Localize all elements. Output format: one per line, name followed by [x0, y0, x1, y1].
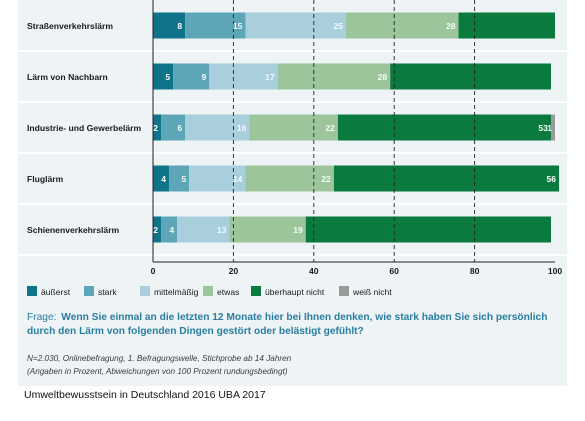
- source-caption: Umweltbewusstsein in Deutschland 2016 UB…: [24, 389, 266, 401]
- data-label: 19: [293, 225, 303, 235]
- x-axis: 0 20 40 60 80 100: [151, 0, 563, 276]
- legend-label: weiß nicht: [352, 287, 392, 297]
- category-label: Industrie- und Gewerbelärm: [27, 123, 141, 133]
- data-label: 2: [153, 123, 158, 133]
- legend-swatch: [251, 286, 261, 296]
- x-tick-label: 20: [229, 266, 239, 276]
- legend-swatch: [203, 286, 213, 296]
- bar-segment: [333, 165, 560, 192]
- bar-segment: [153, 63, 174, 90]
- data-label: 53: [538, 123, 548, 133]
- x-tick-label: 40: [309, 266, 319, 276]
- data-label: 22: [325, 123, 335, 133]
- x-tick-label: 80: [470, 266, 480, 276]
- bar-segment: [161, 114, 186, 141]
- bar-segment: [177, 216, 230, 243]
- bar-segment: [229, 216, 306, 243]
- bar-segment: [153, 216, 162, 243]
- bar-segment: [185, 12, 246, 39]
- legend-swatch: [27, 286, 37, 296]
- bar-segment: [245, 165, 334, 192]
- legend-swatch: [84, 286, 94, 296]
- data-label: 28: [378, 72, 388, 82]
- legend-label: etwas: [217, 287, 239, 297]
- bar-value-labels: 8 15 25 285 9 17 282 6 16 22 53 14 5 14 22 562 4 13 19: [153, 21, 556, 235]
- question-body: Wenn Sie einmal an die letzten 12 Monate…: [27, 312, 548, 337]
- data-label: 1: [547, 123, 552, 133]
- data-label: 15: [233, 21, 243, 31]
- bar-segment: [161, 216, 178, 243]
- data-label: 13: [217, 225, 227, 235]
- data-label: 14: [233, 174, 243, 184]
- question-text: Frage: Wenn Sie einmal an die letzten 12…: [27, 311, 557, 339]
- bar-segment: [245, 12, 346, 39]
- gridlines: [232, 0, 476, 262]
- bar-segment: [345, 12, 459, 39]
- category-label: Fluglärm: [27, 174, 64, 184]
- legend-label: überhaupt nicht: [265, 287, 325, 297]
- data-label: 8: [177, 21, 182, 31]
- bar-segment: [390, 63, 551, 90]
- bar-segment: [185, 114, 250, 141]
- bar-segment: [249, 114, 338, 141]
- category-label: Straßenverkehrslärm: [27, 21, 113, 31]
- bar-segment: [173, 63, 210, 90]
- data-label: 5: [165, 72, 170, 82]
- category-label: Lärm von Nachbarn: [27, 72, 108, 82]
- bar-segment: [458, 12, 555, 39]
- legend: äußerst stark mittelmäßig etwas überhaupt ni…: [27, 286, 392, 297]
- legend-swatch: [339, 286, 349, 296]
- data-label: 5: [181, 174, 186, 184]
- bar-segment: [305, 216, 551, 243]
- bar-segment: [277, 63, 391, 90]
- question-prefix: Frage:: [27, 312, 57, 323]
- data-label: 22: [321, 174, 331, 184]
- data-label: 56: [546, 174, 556, 184]
- data-label: 28: [446, 21, 456, 31]
- sample-note: N=2.030, Onlinebefragung, 1. Befragungsw…: [27, 354, 292, 363]
- data-label: 25: [333, 21, 343, 31]
- data-label: 4: [169, 225, 174, 235]
- bar-segment: [153, 114, 162, 141]
- legend-swatch: [140, 286, 150, 296]
- legend-label: mittelmäßig: [154, 287, 199, 297]
- bar-segment: [550, 114, 555, 141]
- category-label: Schienenverkehrslärm: [27, 225, 120, 235]
- x-tick-label: 60: [389, 266, 399, 276]
- rounding-note: (Angaben in Prozent, Abweichungen von 10…: [27, 367, 288, 376]
- bar-segment: [209, 63, 278, 90]
- x-tick-label: 100: [548, 266, 563, 276]
- bar-segment: [337, 114, 551, 141]
- legend-label: stark: [98, 287, 117, 297]
- category-labels: Straßenverkehrslärm Lärm von Nachbarn Indu…: [27, 21, 141, 235]
- data-label: 2: [153, 225, 158, 235]
- legend-label: äußerst: [41, 287, 71, 297]
- data-label: 17: [265, 72, 275, 82]
- data-label: 16: [237, 123, 247, 133]
- row-bands: [18, 50, 567, 256]
- bar-segment: [189, 165, 246, 192]
- bar-segment: [169, 165, 190, 192]
- bar-segment: [153, 12, 186, 39]
- data-label: 9: [201, 72, 206, 82]
- bar-segment: [153, 165, 170, 192]
- x-tick-label: 0: [151, 266, 156, 276]
- bars: [153, 12, 560, 243]
- data-label: 6: [177, 123, 182, 133]
- data-label: 4: [161, 174, 166, 184]
